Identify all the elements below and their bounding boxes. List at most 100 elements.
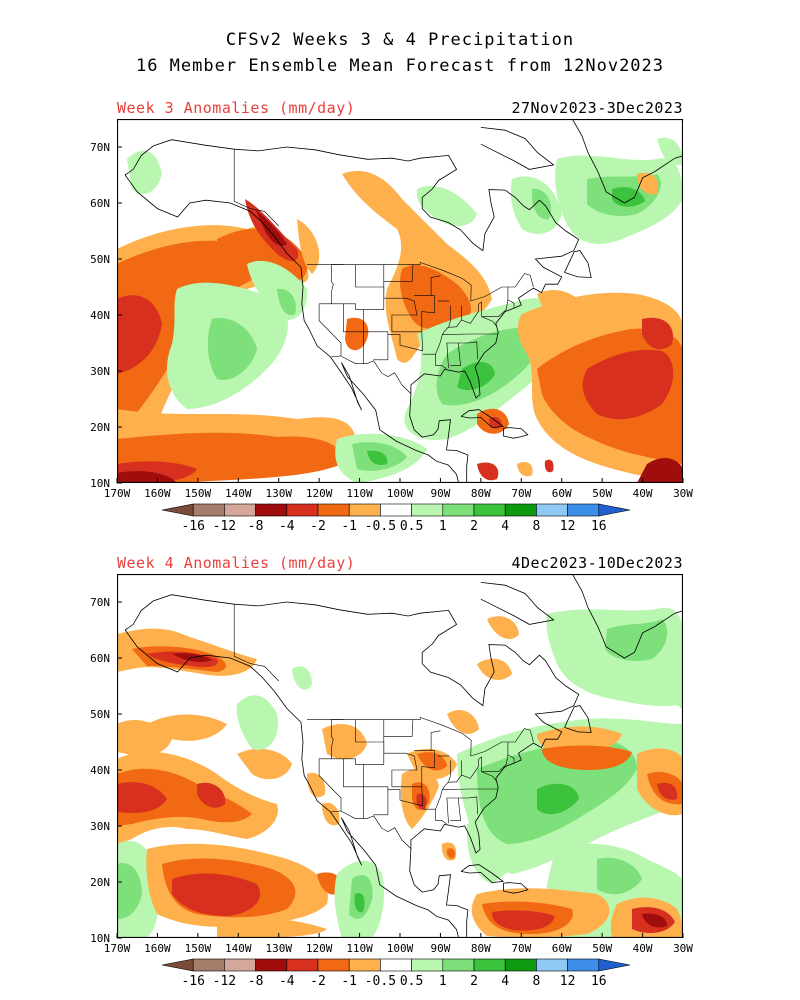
anomaly-region-red — [492, 910, 555, 931]
colorbar-swatch — [192, 503, 225, 517]
political-boundary — [383, 264, 418, 332]
anomaly-region-yel — [217, 917, 327, 938]
colorbar-label: -0.5 — [365, 974, 396, 989]
colorbar-label: -16 — [181, 519, 204, 534]
coastline — [124, 629, 459, 938]
colorbar-label: 2 — [470, 519, 478, 534]
lon-tick-label: 160W — [144, 942, 171, 955]
colorbar-label: 2 — [470, 974, 478, 989]
political-boundary — [363, 764, 389, 816]
political-boundary — [318, 303, 342, 356]
anomaly-fill-layer — [117, 607, 683, 938]
political-boundary — [343, 303, 364, 364]
anomaly-region-org — [345, 317, 369, 351]
anomaly-region-lg — [127, 150, 162, 194]
anomaly-region-lg — [236, 695, 278, 750]
anomaly-region-lg — [416, 185, 477, 226]
lon-tick-label: 60W — [552, 942, 572, 955]
political-boundary — [442, 333, 498, 335]
political-boundary — [363, 309, 389, 361]
colorbar-swatch — [255, 503, 288, 517]
week4-anomaly-map — [117, 574, 683, 938]
anomaly-region-red — [117, 295, 162, 374]
political-boundary — [414, 750, 435, 787]
political-boundary — [307, 716, 534, 757]
colorbar-label: -8 — [248, 519, 264, 534]
anomaly-region-mg — [367, 450, 388, 465]
political-boundary — [435, 758, 480, 810]
lon-tick-label: 90W — [430, 487, 450, 500]
colorbar-label: -1 — [341, 974, 357, 989]
anomaly-region-red — [657, 782, 678, 800]
panel1-label: Week 3 Anomalies (mm/day) — [117, 99, 356, 117]
political-boundary — [307, 261, 534, 302]
colorbar-label: -12 — [213, 974, 236, 989]
political-boundary — [458, 796, 478, 815]
lon-tick-label: 100W — [387, 487, 414, 500]
anomaly-region-g — [207, 318, 257, 380]
colorbar-swatch — [536, 958, 568, 972]
anomaly-fill-layer — [117, 137, 683, 483]
anomaly-region-red — [544, 459, 554, 473]
colorbar-label: 1 — [439, 519, 447, 534]
colorbar-swatch — [286, 958, 319, 972]
coastline — [503, 882, 529, 894]
lon-tick-label: 150W — [185, 942, 212, 955]
coastline-layer — [124, 119, 683, 483]
colorbar-swatch — [255, 958, 288, 972]
anomaly-region-lg — [657, 137, 683, 166]
anomaly-region-dred — [637, 457, 683, 483]
anomaly-region-lg — [292, 666, 312, 690]
panel2-label: Week 4 Anomalies (mm/day) — [117, 554, 356, 572]
lat-tick-label: 20N — [90, 876, 110, 889]
political-boundary — [448, 760, 451, 783]
political-boundary — [435, 303, 480, 355]
colorbar-swatch — [317, 503, 350, 517]
colorbar-swatch — [161, 503, 194, 517]
anomaly-region-g — [277, 288, 296, 316]
anomaly-region-yel — [297, 219, 320, 274]
anomaly-region-red — [582, 349, 674, 420]
lon-tick-label: 130W — [265, 487, 292, 500]
anomaly-region-yel — [477, 658, 512, 680]
lon-tick-label: 40W — [633, 942, 653, 955]
lat-tick-label: 70N — [90, 141, 110, 154]
political-boundary — [422, 353, 447, 370]
political-boundary — [383, 264, 414, 282]
colorbar-swatch — [380, 503, 412, 517]
colorbar-label: -16 — [181, 974, 204, 989]
lon-tick-label: 160W — [144, 487, 171, 500]
lon-tick-label: 30W — [673, 942, 693, 955]
coastline — [460, 409, 505, 429]
colorbar-label: -8 — [248, 974, 264, 989]
boundary-layer — [233, 149, 534, 395]
lat-tick-label: 60N — [90, 652, 110, 665]
political-boundary — [430, 275, 441, 296]
political-boundary — [387, 331, 423, 352]
political-boundary — [481, 771, 498, 782]
coastline — [503, 427, 529, 439]
political-boundary — [383, 719, 418, 787]
colorbar-swatch — [380, 958, 412, 972]
colorbar-swatch — [317, 958, 350, 972]
colorbar-label: 0.5 — [400, 519, 423, 534]
colorbar-swatch — [504, 958, 537, 972]
panel1-dates: 27Nov2023-3Dec2023 — [511, 99, 683, 117]
anomaly-region-mg — [354, 893, 365, 913]
colorbar-label: 4 — [501, 974, 509, 989]
boundary-layer — [233, 604, 534, 850]
lat-tick-label: 70N — [90, 596, 110, 609]
colorbar-swatch — [598, 503, 631, 517]
colorbar-label: -2 — [310, 519, 326, 534]
coastline — [124, 139, 580, 483]
lat-tick-label: 40N — [90, 309, 110, 322]
political-boundary — [319, 719, 385, 765]
lon-tick-label: 120W — [306, 942, 333, 955]
political-boundary — [478, 299, 515, 317]
colorbar-swatch — [442, 503, 475, 517]
colorbar-swatch — [348, 958, 381, 972]
lon-tick-label: 130W — [265, 942, 292, 955]
anomaly-region-mg — [537, 783, 579, 815]
lon-tick-label: 140W — [225, 942, 252, 955]
anomaly-region-org — [542, 745, 632, 771]
